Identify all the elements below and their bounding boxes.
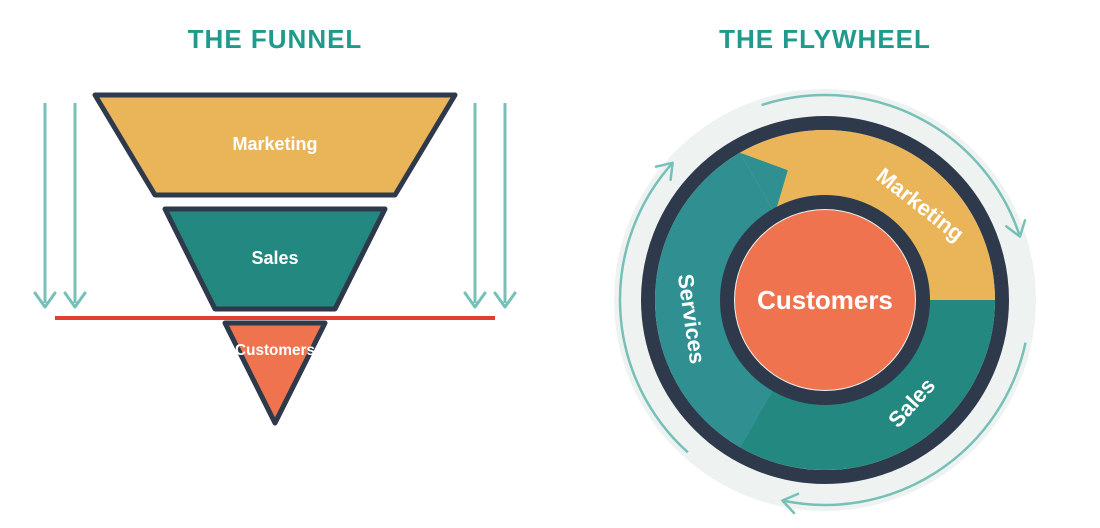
funnel-stage-label-sales: Sales xyxy=(251,248,298,268)
funnel-stage-label-marketing: Marketing xyxy=(232,134,317,154)
funnel-panel: THE FUNNEL Marketing Sales Customers xyxy=(0,0,550,528)
funnel-diagram: Marketing Sales Customers xyxy=(0,55,550,528)
flywheel-panel: THE FLYWHEEL Customers MarketingSalesSer… xyxy=(550,0,1100,528)
flywheel-title: THE FLYWHEEL xyxy=(719,24,931,55)
funnel-title: THE FUNNEL xyxy=(188,24,363,55)
flywheel-center-label: Customers xyxy=(757,285,893,315)
funnel-stage-label-customers: Customers xyxy=(235,342,315,359)
flywheel-diagram: Customers MarketingSalesServices xyxy=(550,55,1100,528)
